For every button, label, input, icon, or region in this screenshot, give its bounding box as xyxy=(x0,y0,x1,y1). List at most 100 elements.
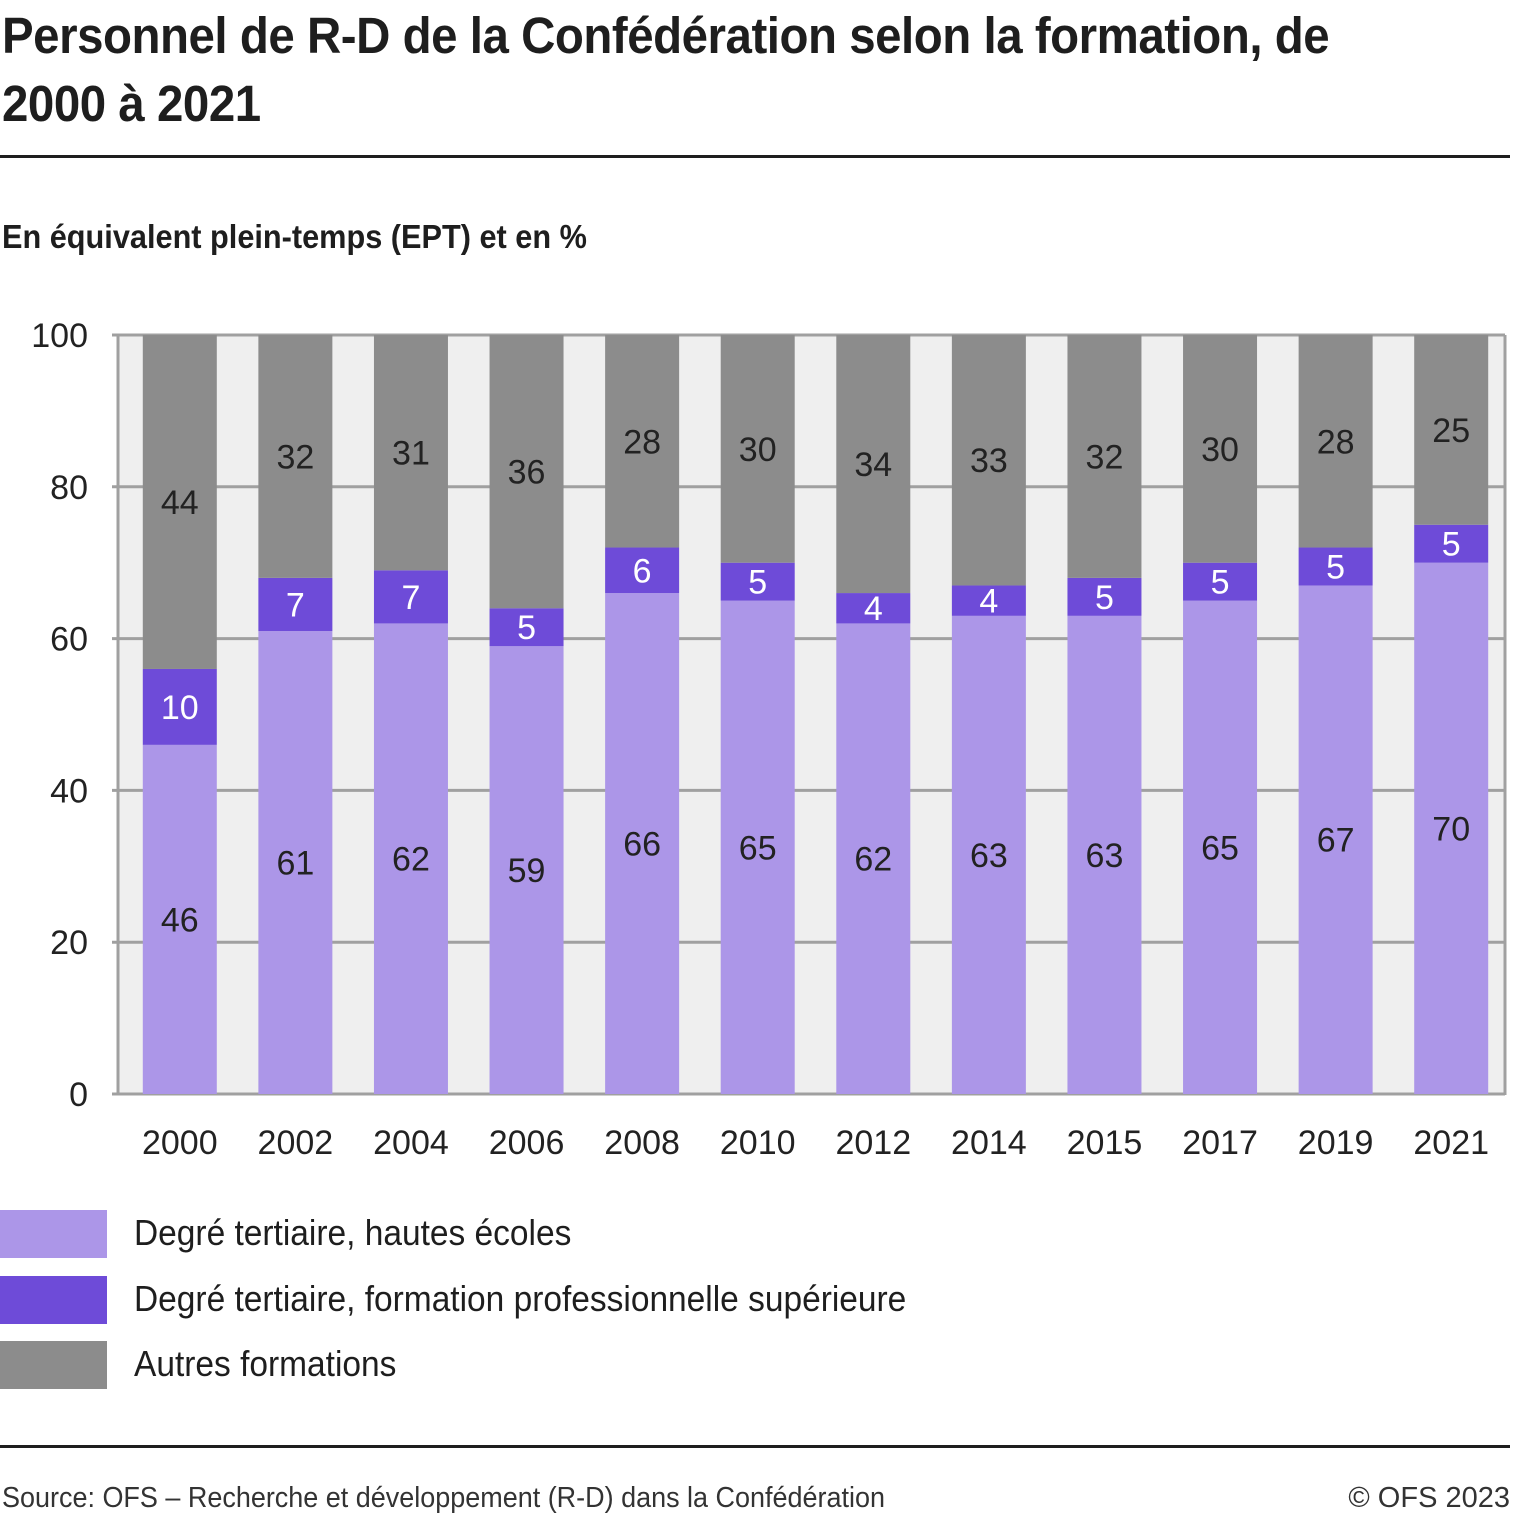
data-label: 44 xyxy=(161,484,199,522)
data-label: 62 xyxy=(854,841,892,879)
data-label: 5 xyxy=(1211,564,1230,602)
bar-segment xyxy=(605,593,680,1094)
bar-segment xyxy=(1298,547,1373,586)
bar-segment xyxy=(951,585,1026,616)
bar-segment xyxy=(951,615,1026,1094)
data-label: 7 xyxy=(286,586,305,624)
bar-segment xyxy=(1298,585,1373,1094)
data-label: 5 xyxy=(1095,579,1114,617)
data-label: 28 xyxy=(623,423,661,461)
data-label: 4 xyxy=(864,590,883,628)
y-tick-label: 60 xyxy=(50,621,88,659)
data-label: 33 xyxy=(970,442,1008,480)
plot-area xyxy=(118,335,1505,1094)
legend-item-hautes-ecoles: Degré tertiaire, hautes écoles xyxy=(0,1210,1100,1258)
data-label: 59 xyxy=(508,852,546,890)
data-label: 10 xyxy=(161,689,199,727)
title-divider xyxy=(0,155,1510,158)
bar-segment xyxy=(1067,335,1142,578)
x-tick-label: 2021 xyxy=(1413,1124,1489,1162)
data-label: 63 xyxy=(1086,837,1124,875)
x-tick-label: 2017 xyxy=(1182,1124,1258,1162)
bar-segment xyxy=(1183,600,1258,1094)
bar-segment xyxy=(605,547,680,594)
legend-swatch xyxy=(0,1276,107,1324)
bar-segment xyxy=(1067,615,1142,1094)
bar-segment xyxy=(258,577,333,632)
x-tick-label: 2002 xyxy=(258,1124,334,1162)
data-label: 66 xyxy=(623,826,661,864)
bar-segment xyxy=(489,335,564,609)
bar-segment xyxy=(605,335,680,548)
data-label: 63 xyxy=(970,837,1008,875)
data-label: 46 xyxy=(161,901,199,939)
copyright-note: © OFS 2023 xyxy=(1348,1482,1510,1514)
bar-segment xyxy=(1183,335,1258,563)
bar-segment xyxy=(489,646,564,1094)
bar-segment xyxy=(1414,335,1489,525)
y-tick-label: 80 xyxy=(50,469,88,507)
data-label: 65 xyxy=(739,829,777,867)
y-tick-label: 0 xyxy=(69,1076,88,1114)
data-label: 5 xyxy=(517,609,536,647)
data-label: 30 xyxy=(1201,431,1239,469)
data-label: 4 xyxy=(979,583,998,621)
bar-segment xyxy=(836,623,911,1094)
legend-item-autres-formations: Autres formations xyxy=(0,1341,1100,1389)
bar-segment xyxy=(142,668,217,745)
data-label: 5 xyxy=(748,564,767,602)
bar-segment xyxy=(373,570,448,624)
data-label: 62 xyxy=(392,841,430,879)
x-tick-label: 2012 xyxy=(835,1124,911,1162)
x-tick-label: 2010 xyxy=(720,1124,796,1162)
data-label: 36 xyxy=(508,454,546,492)
data-label: 6 xyxy=(633,552,652,590)
data-label: 28 xyxy=(1317,423,1355,461)
bar-segment xyxy=(373,335,448,571)
bar-segment xyxy=(258,335,333,578)
data-label: 67 xyxy=(1317,822,1355,860)
data-label: 32 xyxy=(1086,438,1124,476)
x-tick-label: 2000 xyxy=(142,1124,218,1162)
bar-segment xyxy=(142,335,217,669)
chart-title: Personnel de R-D de la Confédération sel… xyxy=(2,7,1330,132)
bar-segment xyxy=(258,631,333,1094)
bar-segment xyxy=(836,335,911,594)
y-tick-label: 40 xyxy=(50,772,88,810)
bar-segment xyxy=(951,335,1026,586)
bar-segment xyxy=(373,623,448,1094)
bar-segment xyxy=(1414,562,1489,1094)
y-tick-label: 100 xyxy=(31,317,88,355)
data-label: 25 xyxy=(1432,412,1470,450)
bar-segment xyxy=(1298,335,1373,548)
legend-label: Degré tertiaire, hautes écoles xyxy=(134,1212,572,1253)
bar-segment xyxy=(720,600,795,1094)
bar-segment xyxy=(1067,577,1142,616)
bar-segment xyxy=(720,562,795,601)
legend-item-formation-professionnelle: Degré tertiaire, formation professionnel… xyxy=(0,1276,1100,1324)
bar-segment xyxy=(1414,524,1489,563)
data-label: 32 xyxy=(276,438,314,476)
data-label: 70 xyxy=(1432,810,1470,848)
x-tick-label: 2004 xyxy=(373,1124,449,1162)
x-tick-label: 2015 xyxy=(1067,1124,1143,1162)
source-note: Source: OFS – Recherche et développement… xyxy=(2,1482,885,1514)
legend-label: Autres formations xyxy=(134,1343,397,1384)
chart-subtitle: En équivalent plein-temps (EPT) et en % xyxy=(2,218,587,255)
bar-segment xyxy=(836,593,911,624)
data-label: 31 xyxy=(392,435,430,473)
stacked-bar-chart: 0204060801004610442000617322002627312004… xyxy=(31,317,1507,1162)
data-label: 34 xyxy=(854,446,892,484)
bar-segment xyxy=(142,744,217,1094)
x-tick-label: 2006 xyxy=(489,1124,565,1162)
data-label: 5 xyxy=(1442,526,1461,564)
footer-divider xyxy=(0,1445,1510,1448)
bar-segment xyxy=(1183,562,1258,601)
legend-swatch xyxy=(0,1210,107,1258)
data-label: 61 xyxy=(276,845,314,883)
bar-segment xyxy=(489,608,564,647)
data-label: 65 xyxy=(1201,829,1239,867)
data-label: 7 xyxy=(401,579,420,617)
x-tick-label: 2019 xyxy=(1298,1124,1374,1162)
legend-swatch xyxy=(0,1341,107,1389)
